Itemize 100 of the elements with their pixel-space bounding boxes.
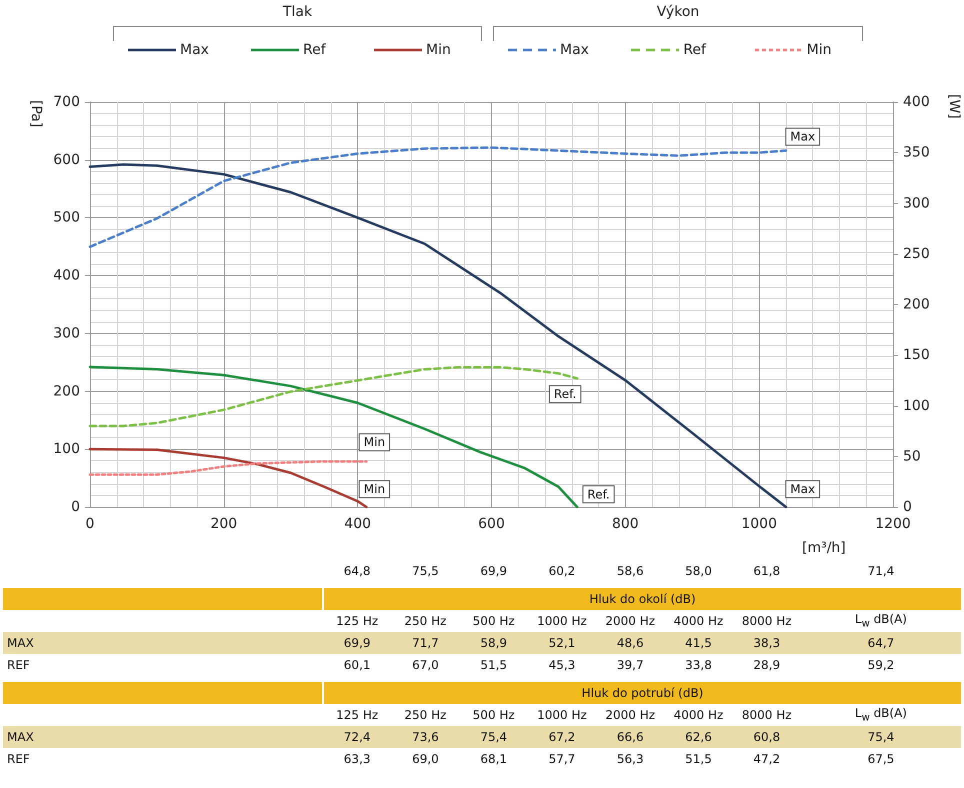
y-tick-label: 400 [53, 268, 80, 284]
y-tick-label: 100 [53, 441, 80, 458]
data-label: 75,4 [479, 729, 508, 746]
text: REF [6, 657, 31, 674]
text: Hluk do potrubí (dB) [323, 682, 961, 704]
y-axis-title: [Pa] [28, 100, 44, 128]
y2-tick-label: 300 [903, 195, 930, 212]
category-label: L$_{w}$ dB(A) [854, 705, 908, 726]
data-label: 67,5 [866, 751, 896, 768]
data-label: 58,6 [616, 563, 645, 580]
y2-tick-label: 350 [903, 144, 930, 161]
category-label: 500 Hz [472, 613, 516, 630]
y-tick-label: 600 [53, 152, 80, 168]
legend-label: Min [426, 42, 451, 58]
data-label: 58,9 [479, 635, 508, 652]
data-label: 60,1 [342, 657, 372, 674]
annotation: Max [790, 482, 816, 496]
x-tick-label: 400 [344, 516, 372, 532]
data-label: 75,4 [866, 729, 896, 746]
data-label: 71,4 [866, 563, 896, 580]
line-series [88, 146, 788, 248]
legend-label: Ref [303, 42, 326, 58]
x-tick-label: 600 [478, 516, 505, 532]
y-tick-label: 300 [53, 325, 80, 342]
category-label: 1000 Hz [536, 707, 588, 724]
data-label: 58,0 [684, 563, 713, 580]
y2-tick-label: 250 [903, 246, 930, 262]
y-tick-label: 0 [71, 499, 80, 515]
data-label: 41,5 [684, 635, 713, 652]
y2-tick-label: 50 [903, 448, 921, 464]
category-label: 4000 Hz [672, 707, 724, 724]
category-label: 2000 Hz [604, 613, 656, 630]
category-label: 125 Hz [335, 613, 380, 630]
line-series [88, 163, 788, 508]
annotation: Ref. [554, 387, 576, 402]
data-label: 75,5 [411, 563, 440, 580]
data-label: 47,2 [752, 751, 782, 768]
data-label: 71,7 [411, 635, 440, 652]
data-label: 52,1 [548, 635, 576, 652]
data-label: 67,2 [548, 729, 576, 746]
legend-label: Max [560, 42, 589, 58]
data-label: 59,2 [866, 657, 896, 674]
category-label: 1000 Hz [536, 613, 588, 630]
category-label: 4000 Hz [672, 613, 724, 630]
line-series [88, 460, 368, 476]
y2-tick-label: 400 [903, 94, 930, 110]
annotation: Ref. [587, 487, 610, 502]
category-label: L$_{w}$ dB(A) [854, 611, 908, 632]
data-label: 64,8 [342, 563, 372, 580]
data-label: 68,1 [479, 751, 508, 768]
data-label: 73,6 [411, 729, 440, 746]
data-label: 48,6 [616, 635, 645, 652]
data-label: 38,3 [752, 635, 782, 652]
y-tick-label: 700 [53, 94, 80, 110]
data-label: 61,8 [752, 563, 782, 580]
y2-tick-label: 100 [903, 398, 930, 414]
y-tick-label: 500 [53, 210, 80, 226]
annotation: Min [364, 482, 386, 496]
data-label: 60,8 [752, 729, 782, 746]
data-label: 60,2 [548, 563, 576, 580]
text: Výkon [656, 4, 700, 20]
data-label: 56,3 [616, 751, 645, 768]
data-label: 51,5 [684, 751, 713, 768]
category-label: 250 Hz [403, 613, 448, 630]
data-label: 51,5 [479, 657, 508, 674]
y2-axis-title: [W] [946, 94, 962, 119]
y-tick-label: 200 [53, 383, 80, 400]
y2-tick-label: 0 [903, 499, 912, 515]
data-label: 63,3 [342, 751, 372, 768]
x-tick-label: 0 [86, 516, 94, 532]
data-label: 69,9 [479, 563, 508, 580]
category-label: 500 Hz [472, 707, 516, 724]
x-tick-label: 200 [210, 516, 238, 532]
data-label: 69,0 [411, 751, 440, 768]
data-label: 67,0 [411, 657, 440, 674]
y2-tick-label: 200 [903, 296, 930, 312]
data-label: 33,8 [684, 657, 713, 674]
data-label: 39,7 [616, 657, 645, 674]
annotation: Max [790, 130, 816, 144]
legend-label: Ref [683, 42, 706, 58]
x-tick-label: 1200 [875, 516, 911, 532]
line-series [88, 366, 578, 508]
series-label: MAX [6, 729, 35, 746]
legend-label: Max [180, 42, 209, 58]
line-series [88, 366, 578, 428]
category-label: 8000 Hz [740, 613, 793, 630]
data-label: 62,6 [684, 729, 713, 746]
x-tick-label: 1000 [741, 516, 777, 532]
x-axis-title: [m³/h] [802, 540, 846, 556]
x-tick-label: 800 [612, 516, 639, 532]
category-label: 2000 Hz [604, 707, 656, 724]
data-label: 72,4 [342, 729, 372, 746]
data-label: 66,6 [616, 729, 645, 746]
annotation: Min [364, 435, 386, 450]
data-label: 28,9 [752, 657, 782, 674]
data-label: 64,7 [866, 635, 896, 652]
y2-tick-label: 150 [903, 347, 930, 364]
text: Tlak [282, 4, 312, 20]
data-label: 57,7 [548, 751, 576, 768]
category-label: 8000 Hz [740, 707, 793, 724]
